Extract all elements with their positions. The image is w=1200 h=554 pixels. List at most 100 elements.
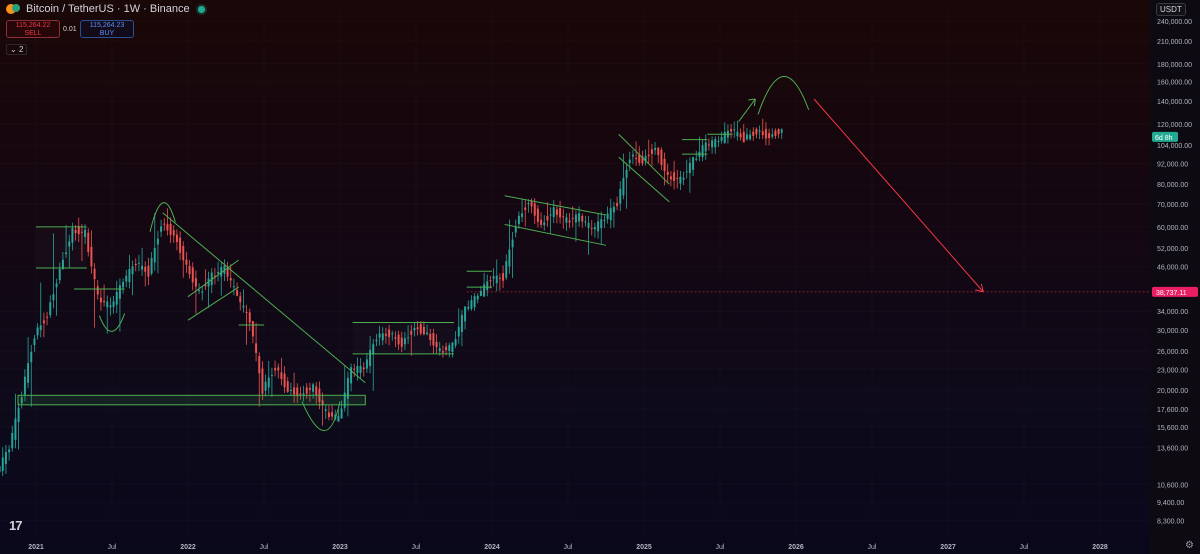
candle-body xyxy=(673,172,676,181)
price-tick-label: 140,000.00 xyxy=(1157,99,1192,106)
candle-body xyxy=(305,387,308,394)
candle-body xyxy=(473,296,476,308)
indicators-toggle[interactable]: ⌄ 2 xyxy=(6,44,28,55)
candle-body xyxy=(226,267,229,277)
candle-body xyxy=(74,229,77,233)
candle-body xyxy=(448,345,451,351)
candle-body xyxy=(559,208,562,218)
candle-body xyxy=(593,227,596,230)
candle-body xyxy=(166,224,169,231)
market-open-status-icon xyxy=(197,5,205,13)
candle-body xyxy=(20,397,23,404)
candle-body xyxy=(210,272,213,286)
price-axis[interactable]: 240,000.00 210,000.00 180,000.00 160,000.00… xyxy=(1150,0,1200,554)
up-arrow-line xyxy=(738,98,756,122)
support-zone xyxy=(17,394,366,406)
candle-body xyxy=(755,128,758,135)
price-tick-label: 210,000.00 xyxy=(1157,39,1192,46)
candle-body xyxy=(286,381,289,392)
candle-body xyxy=(33,338,36,346)
symbol-header[interactable]: Bitcoin / TetherUS · 1W · Binance xyxy=(6,3,205,15)
candle-body xyxy=(36,327,39,336)
buy-price: 115,264.23 xyxy=(89,22,125,29)
time-tick-label: Jul xyxy=(108,544,117,551)
candle-body xyxy=(169,223,172,235)
candle-body xyxy=(606,213,609,219)
time-tick-label: Jul xyxy=(716,544,725,551)
price-tags: 38,737.11 6d 8h xyxy=(1152,131,1198,297)
candle-body xyxy=(198,290,201,292)
candle-body xyxy=(302,393,305,395)
sell-button[interactable]: 115,264.22 SELL xyxy=(6,20,60,38)
channel-bottom-2024 xyxy=(504,223,607,246)
candle-body xyxy=(68,241,71,247)
candle-body xyxy=(704,142,707,152)
candle-body xyxy=(590,227,593,229)
candle-body xyxy=(153,247,156,263)
candle-body xyxy=(150,258,153,274)
candle-body xyxy=(600,219,603,229)
price-tick-label: 34,000.00 xyxy=(1157,309,1188,316)
time-tick-label: 2021 xyxy=(28,544,44,551)
time-tick-label: Jul xyxy=(412,544,421,551)
time-tick-label: 2027 xyxy=(940,544,956,551)
candle-body xyxy=(416,327,419,329)
candle-body xyxy=(131,266,134,275)
candle-body xyxy=(742,131,745,143)
price-tick-label: 160,000.00 xyxy=(1157,79,1192,86)
candle-body xyxy=(106,301,109,308)
candle-body xyxy=(768,133,771,139)
buy-button[interactable]: 115,264.23 BUY xyxy=(80,20,134,38)
candle-body xyxy=(454,339,457,346)
current-price-tag-label: 38,737.11 xyxy=(1156,290,1187,297)
symbol-title[interactable]: Bitcoin / TetherUS · 1W · Binance xyxy=(26,3,190,15)
candle-body xyxy=(182,246,185,261)
candlestick-series xyxy=(0,118,783,477)
candle-body xyxy=(657,147,660,156)
buy-label: BUY xyxy=(99,30,115,37)
candle-body xyxy=(191,267,194,283)
candle-body xyxy=(378,333,381,338)
candle-body xyxy=(147,265,150,277)
candle-body xyxy=(324,409,327,411)
sell-price: 115,264.22 xyxy=(15,22,51,29)
candle-body xyxy=(80,231,83,233)
candle-body xyxy=(308,387,311,390)
candle-body xyxy=(457,326,460,337)
candle-body xyxy=(435,341,438,348)
candle-body xyxy=(58,269,61,281)
tradingview-logo-icon[interactable]: 17 xyxy=(9,518,23,533)
candle-body xyxy=(201,291,204,293)
price-tick-label: 104,000.00 xyxy=(1157,143,1192,150)
candle-body xyxy=(695,158,698,160)
time-tick-label: 2026 xyxy=(788,544,804,551)
candle-body xyxy=(489,280,492,282)
candle-body xyxy=(574,214,577,223)
candle-body xyxy=(283,373,286,388)
bitcoin-tether-logo-icon xyxy=(6,4,20,14)
candle-body xyxy=(99,297,102,303)
candle-body xyxy=(39,325,42,331)
time-tick-label: 2023 xyxy=(332,544,348,551)
candle-body xyxy=(688,162,691,173)
currency-button[interactable]: USDT xyxy=(1156,3,1186,16)
time-tick-label: 2025 xyxy=(636,544,652,551)
candle-body xyxy=(761,131,764,136)
candle-body xyxy=(479,291,482,296)
candle-body xyxy=(362,367,365,370)
candle-body xyxy=(391,333,394,335)
candle-body xyxy=(483,284,486,297)
candle-body xyxy=(315,386,318,396)
candle-body xyxy=(403,338,406,345)
gear-icon[interactable]: ⚙ xyxy=(1185,540,1194,551)
candle-body xyxy=(609,208,612,221)
candle-body xyxy=(752,131,755,136)
candle-body xyxy=(232,286,235,288)
candle-body xyxy=(220,267,223,277)
time-axis[interactable]: 2021 Jul 2022 Jul 2023 Jul 2024 Jul 2025 Jul 2026 J… xyxy=(28,544,1108,551)
countdown-tag xyxy=(1152,131,1178,142)
candle-body xyxy=(229,278,232,281)
candle-body xyxy=(647,154,650,157)
